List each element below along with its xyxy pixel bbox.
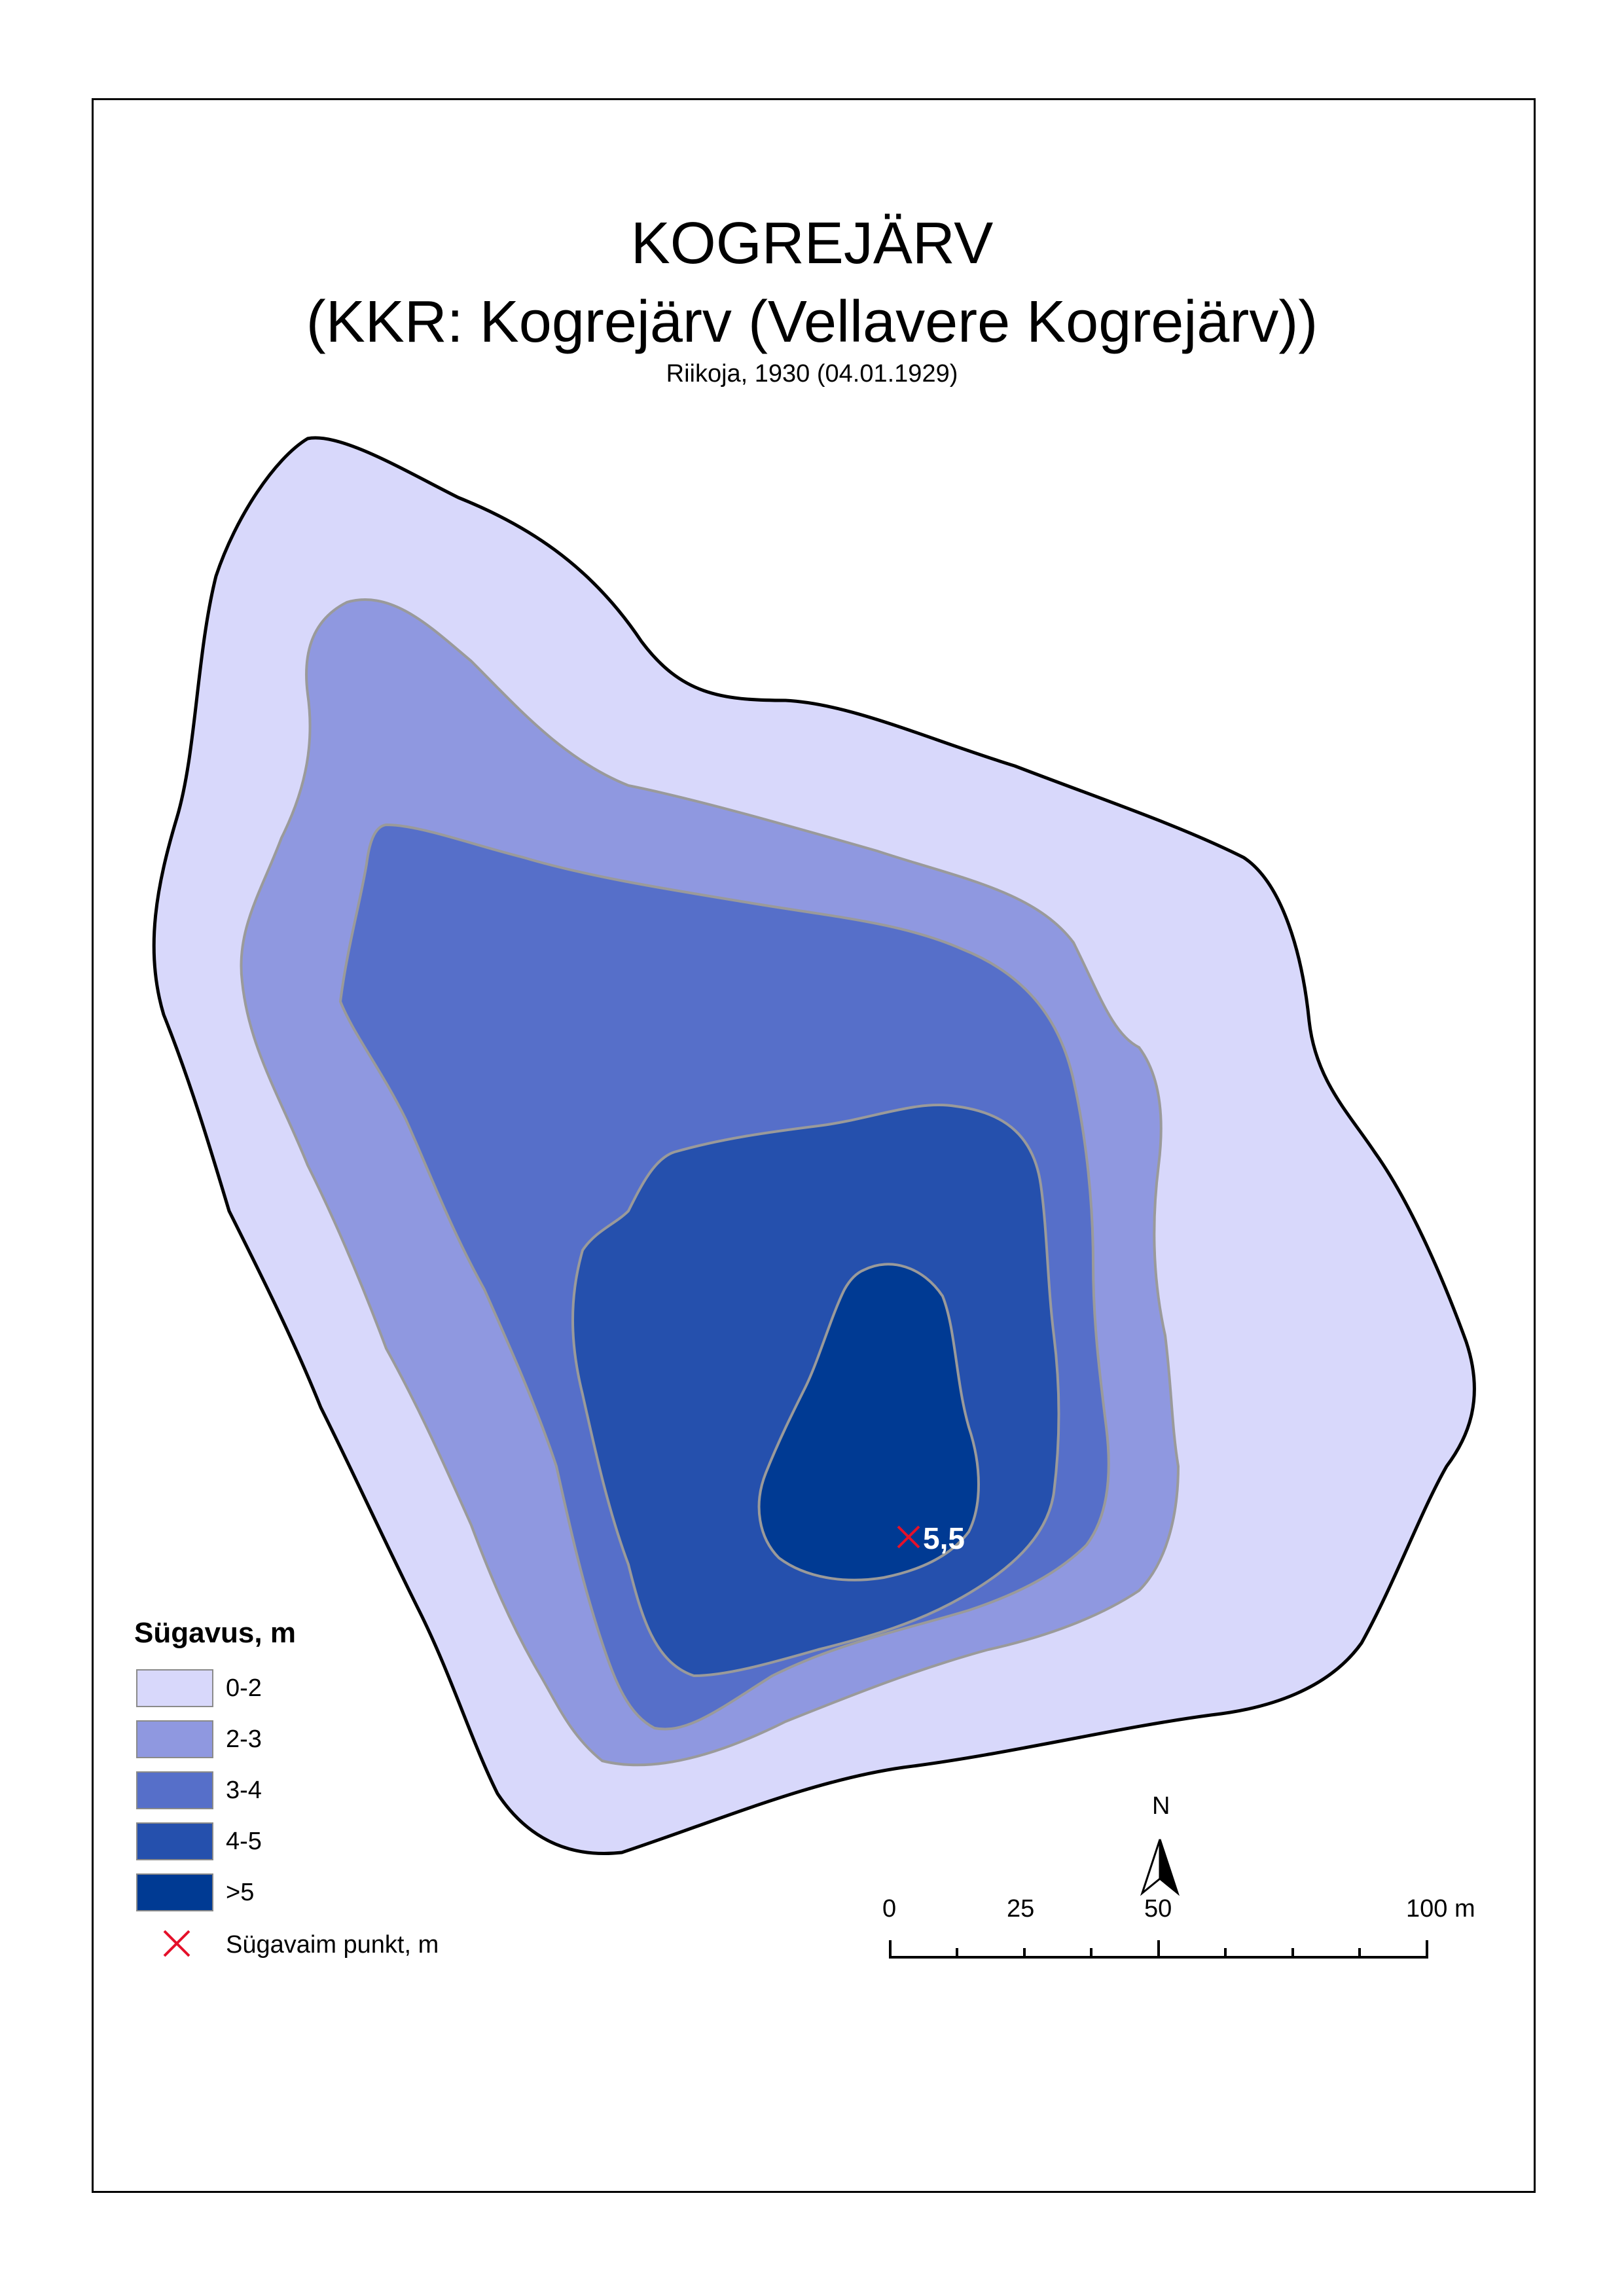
x-mark-icon <box>163 1930 190 1957</box>
legend: Sügavus, m 0-2 2-3 3-4 4-5 >5 Sügavaim p… <box>134 1617 592 1983</box>
legend-swatch <box>136 1720 213 1758</box>
legend-label: 3-4 <box>226 1777 262 1804</box>
deepest-point-label: 5,5 <box>923 1521 965 1555</box>
legend-label: Sügavaim punkt, m <box>226 1931 439 1959</box>
scale-label-100: 100 m <box>1406 1895 1475 1923</box>
north-arrow-icon <box>1140 1839 1180 1896</box>
map-source: Riikoja, 1930 (04.01.1929) <box>666 360 958 388</box>
deepest-point-marker <box>897 1525 920 1549</box>
legend-swatch <box>136 1873 213 1911</box>
scale-label-50: 50 <box>1144 1895 1172 1923</box>
legend-swatch <box>136 1771 213 1809</box>
legend-item-3-4: 3-4 <box>134 1771 592 1812</box>
depth-zone-over-5 <box>757 1263 980 1581</box>
legend-swatch <box>136 1669 213 1707</box>
legend-item-2-3: 2-3 <box>134 1720 592 1761</box>
map-frame <box>92 98 1536 2193</box>
north-label: N <box>1152 1792 1170 1820</box>
legend-label: >5 <box>226 1879 255 1906</box>
scale-bar <box>889 1940 1428 1959</box>
legend-item-0-2: 0-2 <box>134 1669 592 1710</box>
legend-title: Sügavus, m <box>134 1617 296 1649</box>
map-title: KOGREJÄRV <box>630 211 994 276</box>
legend-label: 0-2 <box>226 1674 262 1702</box>
scale-label-0: 0 <box>882 1895 897 1923</box>
legend-item-deepest-point: Sügavaim punkt, m <box>134 1926 592 1966</box>
legend-label: 4-5 <box>226 1828 262 1855</box>
map-subtitle: (KKR: Kogrejärv (Vellavere Kogrejärv)) <box>306 289 1318 355</box>
legend-label: 2-3 <box>226 1726 262 1753</box>
legend-swatch <box>136 1822 213 1860</box>
legend-item-4-5: 4-5 <box>134 1822 592 1863</box>
scale-label-25: 25 <box>1007 1895 1035 1923</box>
legend-item-over-5: >5 <box>134 1873 592 1914</box>
